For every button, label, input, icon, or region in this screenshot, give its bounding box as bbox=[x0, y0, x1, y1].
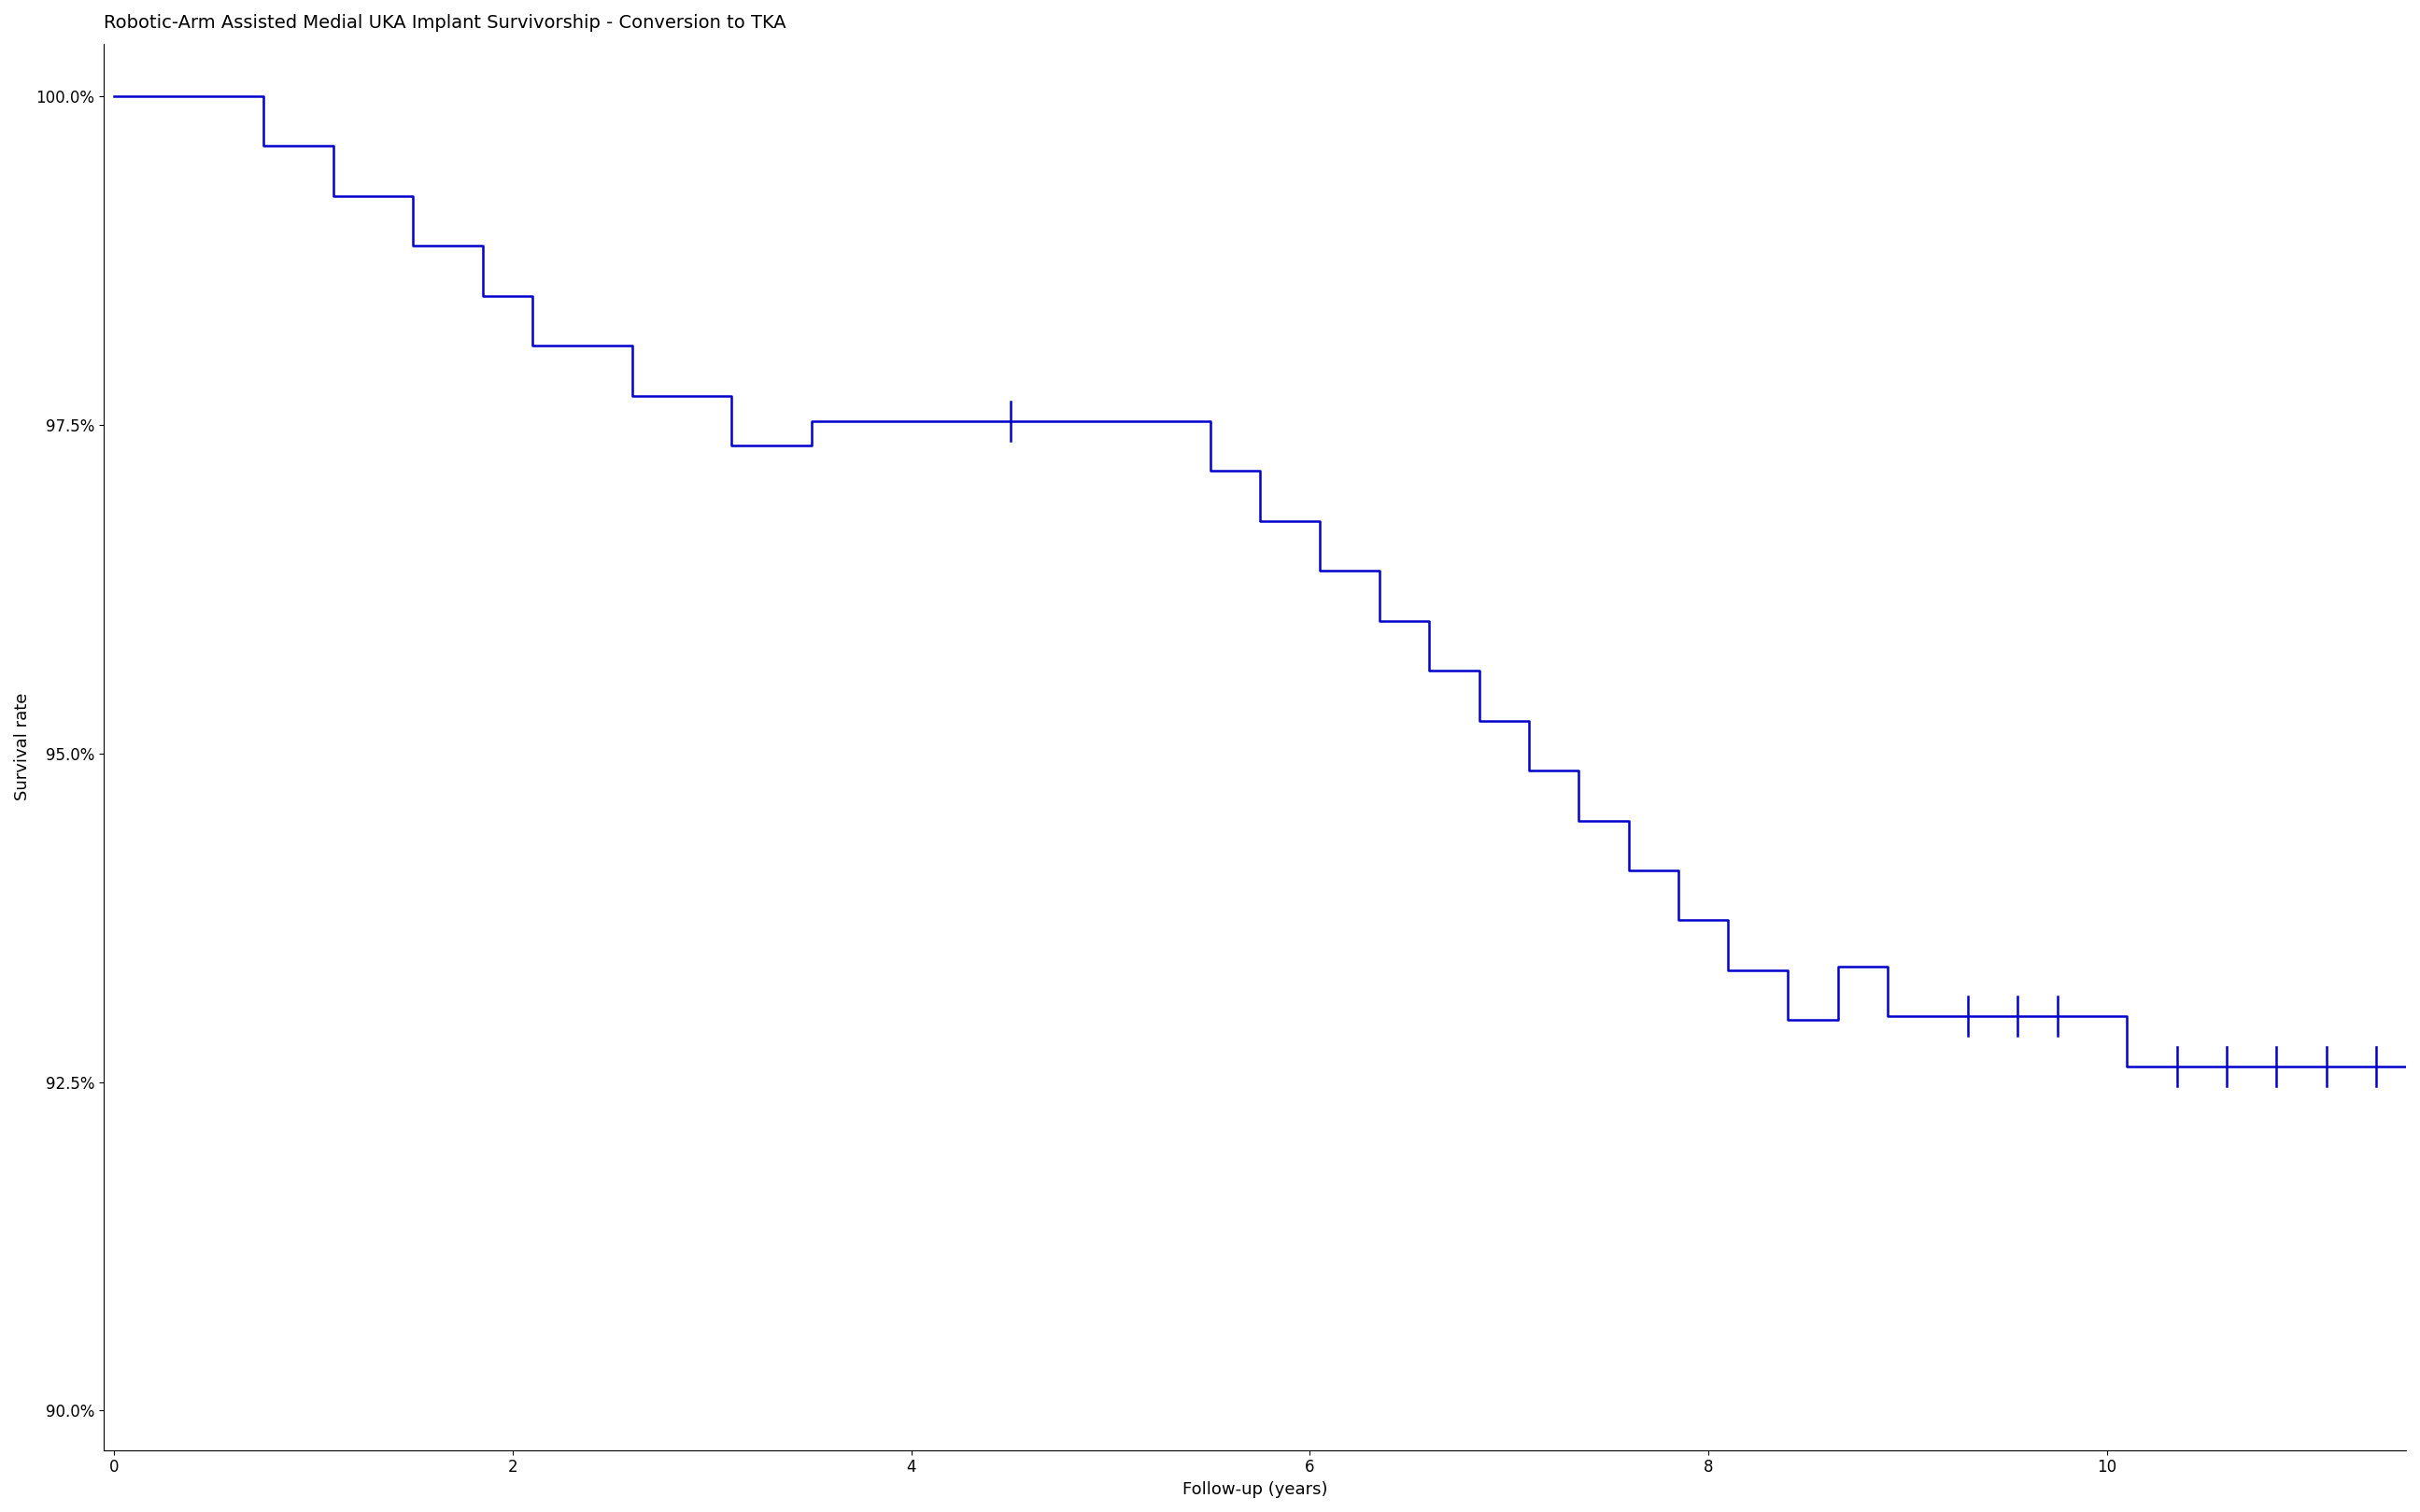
X-axis label: Follow-up (years): Follow-up (years) bbox=[1183, 1482, 1329, 1498]
Y-axis label: Survival rate: Survival rate bbox=[15, 692, 31, 801]
Text: Robotic-Arm Assisted Medial UKA Implant Survivorship - Conversion to TKA: Robotic-Arm Assisted Medial UKA Implant … bbox=[104, 14, 787, 32]
